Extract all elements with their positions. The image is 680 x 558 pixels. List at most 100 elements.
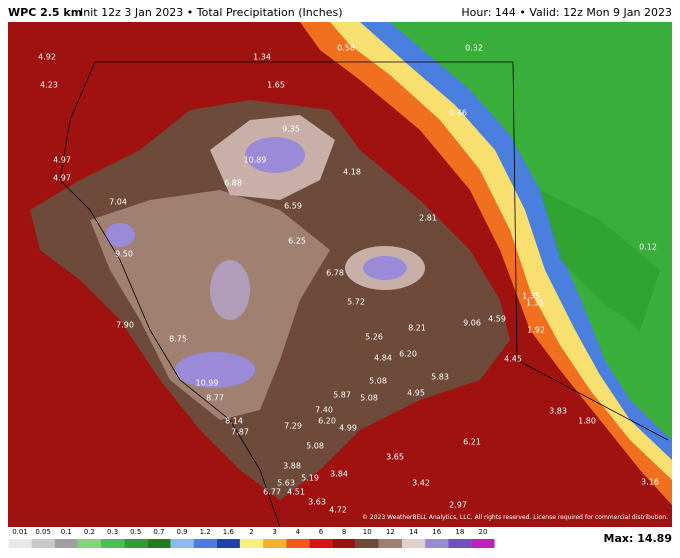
value-label: 5.19 [301, 474, 319, 483]
value-label: 0.12 [639, 243, 657, 252]
value-label: 3.42 [412, 479, 430, 488]
legend-label: 0.3 [107, 528, 118, 536]
legend-label: 16 [432, 528, 441, 536]
legend-label: 18 [455, 528, 464, 536]
legend-swatch [54, 539, 78, 548]
legend-label: 12 [386, 528, 395, 536]
state-line [95, 61, 669, 441]
field-lavender [210, 260, 250, 320]
value-label: 4.95 [407, 389, 425, 398]
legend-label: 8 [342, 528, 346, 536]
field-tan [90, 190, 330, 420]
borders [59, 61, 669, 528]
value-label: 7.90 [116, 321, 134, 330]
legend-label: 0.5 [130, 528, 141, 536]
field-lavender [105, 223, 135, 247]
legend-label: 20 [479, 528, 488, 536]
coastline [59, 61, 281, 528]
valid-info: Hour: 144 • Valid: 12z Mon 9 Jan 2023 [461, 6, 672, 19]
legend-swatch [8, 539, 32, 548]
copyright: © 2023 WeatherBELL Analytics, LLC. All r… [362, 514, 668, 521]
value-label: 4.18 [343, 168, 361, 177]
value-label: 9.06 [463, 319, 481, 328]
value-label: 4.92 [38, 53, 56, 62]
max-value: Max: 14.89 [604, 532, 673, 545]
legend-swatch [216, 539, 240, 548]
legend-swatch [239, 539, 264, 548]
legend-label: 4 [296, 528, 301, 536]
field-lavender [175, 352, 255, 388]
value-label: 7.40 [315, 406, 333, 415]
legend-swatch [286, 539, 310, 548]
value-label: 3.65 [386, 453, 404, 462]
value-label: 9.35 [282, 125, 300, 134]
value-label: 6.21 [463, 438, 481, 447]
value-label: 4.23 [40, 81, 58, 90]
legend-swatch [378, 539, 402, 548]
value-label: 3.88 [283, 462, 301, 471]
legend-label: 0.7 [153, 528, 164, 536]
value-label: 5.72 [347, 298, 365, 307]
value-label: 7.87 [231, 428, 249, 437]
value-label: 2.97 [449, 501, 467, 510]
legend-swatch [425, 539, 449, 548]
legend-label: 0.05 [35, 528, 51, 536]
value-label: 8.77 [206, 394, 224, 403]
legend-label: 6 [319, 528, 324, 536]
legend-swatch [101, 539, 125, 548]
legend-label: 0.2 [84, 528, 95, 536]
legend-label: 14 [409, 528, 418, 536]
legend-swatch [147, 539, 171, 548]
value-label: 5.87 [333, 391, 351, 400]
value-label: 10.99 [196, 379, 219, 388]
value-label: 10.89 [244, 156, 267, 165]
value-label: 7.04 [109, 198, 127, 207]
value-label: 4.59 [488, 315, 506, 324]
field-lavender [245, 137, 305, 173]
value-label: 6.25 [288, 237, 306, 246]
value-label: 6.20 [318, 417, 336, 426]
value-label: 3.16 [641, 478, 659, 487]
value-label: 4.84 [374, 354, 392, 363]
value-label: 6.88 [224, 179, 242, 188]
value-label: 1.35 [522, 292, 540, 301]
value-labels: 4.92 1.34 0.58 0.32 4.23 1.65 0.46 9.35 10.89 4.9… [38, 44, 659, 515]
legend-swatch [193, 539, 217, 548]
value-label: 5.83 [431, 373, 449, 382]
legend-swatch [77, 539, 102, 548]
legend-swatch [355, 539, 379, 548]
legend-label: 10 [363, 528, 372, 536]
value-label: 6.59 [284, 202, 302, 211]
value-label: 2.81 [419, 214, 437, 223]
init-info: Init 12z 3 Jan 2023 • Total Precipitatio… [80, 6, 343, 19]
value-label: 5.08 [369, 377, 387, 386]
field-green [390, 22, 672, 440]
legend-label: 0.9 [176, 528, 187, 536]
value-label: 0.46 [449, 109, 467, 118]
legend-label: 3 [272, 528, 276, 536]
value-label: 3.83 [549, 407, 567, 416]
value-label: 1.92 [527, 326, 545, 335]
value-label: 9.50 [115, 250, 133, 259]
value-label: 5.08 [360, 394, 378, 403]
value-label: 5.08 [306, 442, 324, 451]
legend-swatch [471, 539, 495, 548]
legend-swatch [31, 539, 55, 548]
model-name: WPC 2.5 km [8, 6, 82, 19]
precip-field [8, 22, 672, 527]
legend-swatch [448, 539, 472, 548]
legend-swatch [170, 539, 194, 548]
legend-swatch [401, 539, 426, 548]
value-label: 4.99 [339, 424, 357, 433]
field-lavender [363, 256, 407, 280]
legend-swatch [124, 539, 148, 548]
value-label: 4.72 [329, 506, 347, 515]
legend-swatch [332, 539, 356, 548]
value-label: 1.80 [578, 417, 596, 426]
legend: 0.01 0.05 0.1 0.2 0.3 0.5 0.7 0.9 1.2 1.6 2 3 4 6 8 10 1… [8, 528, 495, 548]
value-label: 3.63 [308, 498, 326, 507]
legend-label: 0.1 [61, 528, 72, 536]
value-label: 4.45 [504, 355, 522, 364]
